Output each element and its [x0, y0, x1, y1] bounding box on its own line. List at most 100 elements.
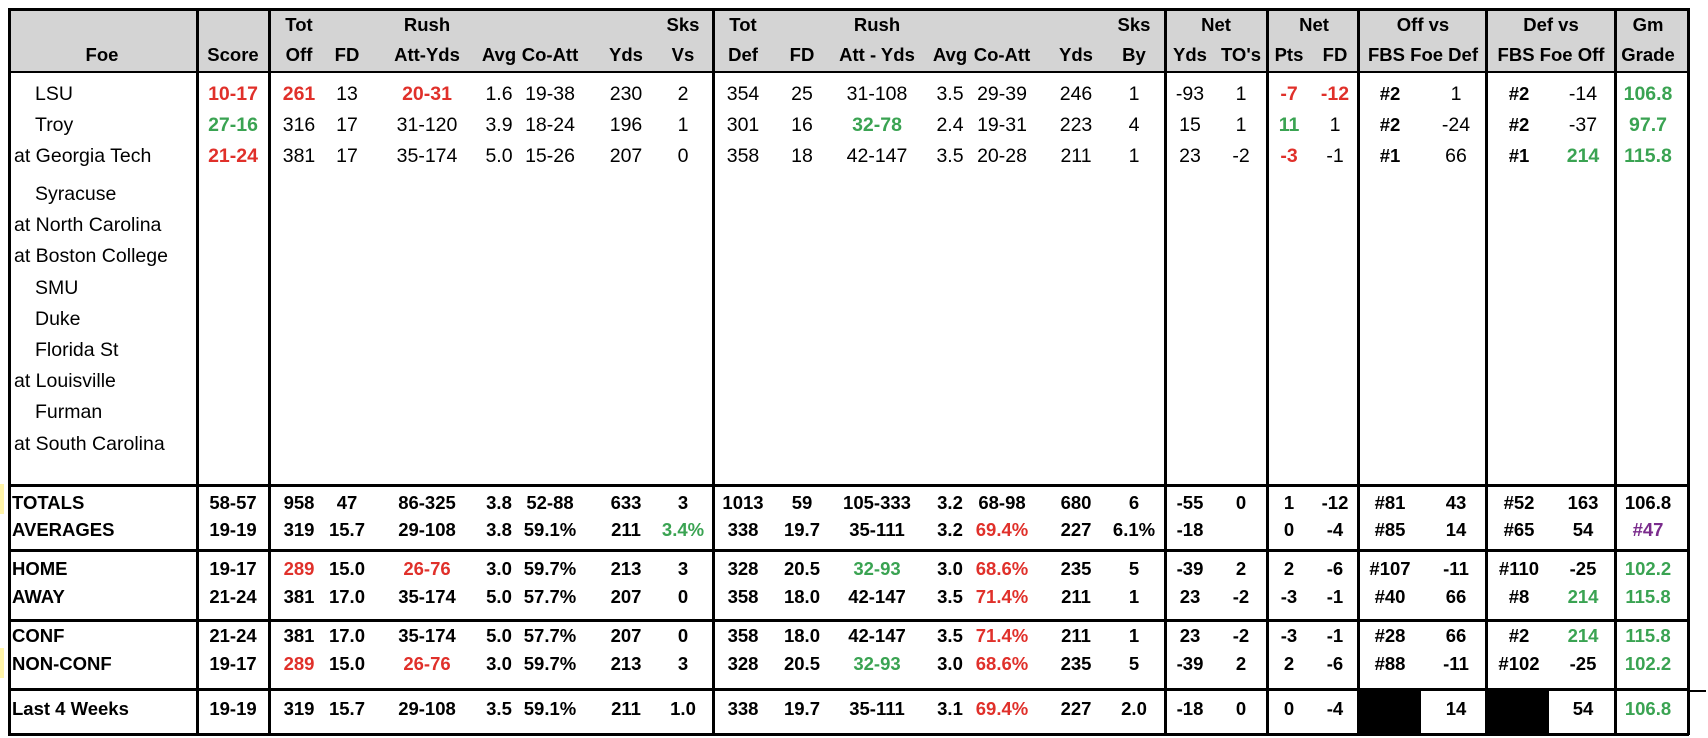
- blank-fill: [1486, 690, 1548, 735]
- summary-fd2: 19.7: [783, 698, 820, 719]
- future-opponent: at South Carolina: [14, 432, 165, 455]
- summary-net-fd: -1: [1326, 625, 1344, 646]
- cell-sks-by: 4: [1128, 114, 1140, 136]
- summary-off-val: 14: [1445, 698, 1467, 719]
- summary-rush: 26-76: [403, 558, 451, 579]
- summary-avg2: 3.1: [937, 698, 963, 719]
- summary-def-val: 54: [1572, 519, 1594, 540]
- cell-net-tos: -2: [1232, 145, 1250, 167]
- summary-avg: 3.8: [486, 492, 512, 513]
- cell-def-rank: #1: [1508, 145, 1530, 166]
- summary-co-att2: 69.4%: [975, 698, 1029, 719]
- summary-tot-off: 381: [283, 586, 315, 607]
- cell-tot-def: 354: [726, 83, 760, 105]
- header-tot-off-2: Off: [285, 44, 313, 65]
- summary-co-att: 59.7%: [523, 653, 577, 674]
- summary-yds2: 235: [1060, 558, 1092, 579]
- cell-rush2: 42-147: [846, 145, 908, 167]
- summary-sks-by: 5: [1128, 558, 1140, 579]
- summary-off-val: 66: [1445, 586, 1467, 607]
- summary-co-att: 59.7%: [523, 558, 577, 579]
- cell-fd: 17: [336, 114, 358, 136]
- header-avg2: Avg: [932, 44, 968, 65]
- cell-off-val: -24: [1441, 114, 1471, 136]
- summary-sks-by: 5: [1128, 653, 1140, 674]
- cell-net-pts: -3: [1280, 145, 1298, 167]
- summary-def-val: 54: [1572, 698, 1594, 719]
- cell-fd2: 25: [791, 83, 813, 105]
- cell-def-rank: #2: [1508, 114, 1530, 135]
- summary-net-yds: -18: [1176, 519, 1204, 540]
- header-net-tos: TO's: [1220, 44, 1262, 65]
- summary-off-rank: #107: [1369, 558, 1411, 579]
- summary-off-rank: #88: [1374, 653, 1406, 674]
- summary-sks-vs: 3.4%: [661, 519, 705, 540]
- header-grade: Grade: [1621, 44, 1675, 65]
- summary-rush2: 105-333: [843, 492, 911, 513]
- summary-net-pts: -3: [1280, 586, 1298, 607]
- header-co-att: Co-Att: [521, 44, 579, 65]
- summary-yds: 213: [610, 653, 642, 674]
- cell-score: 10-17: [208, 83, 258, 105]
- cell-avg2: 3.5: [936, 145, 964, 167]
- cell-rush: 31-120: [396, 114, 458, 136]
- cell-fd2: 18: [791, 145, 813, 167]
- cell-fd2: 16: [791, 114, 813, 136]
- cell-sks-vs: 2: [677, 83, 689, 105]
- header-tot-off-1: Tot: [285, 14, 313, 35]
- summary-tot-def: 338: [727, 698, 759, 719]
- cell-sks-by: 1: [1128, 83, 1140, 105]
- header-sks-vs-1: Sks: [666, 14, 700, 35]
- cell-yds2: 246: [1059, 83, 1093, 105]
- summary-sks-by: 6: [1128, 492, 1140, 513]
- summary-avg: 5.0: [486, 586, 512, 607]
- summary-net-pts: 0: [1283, 698, 1295, 719]
- summary-tot-off: 319: [283, 519, 315, 540]
- summary-fd: 17.0: [328, 586, 365, 607]
- future-opponent: Syracuse: [35, 183, 117, 205]
- summary-net-tos: -2: [1232, 586, 1250, 607]
- header-def-vs-sub: FBS Foe Off: [1497, 44, 1605, 65]
- future-opponent: SMU: [35, 276, 79, 299]
- summary-fd: 15.0: [328, 558, 365, 579]
- cell-co-att2: 29-39: [977, 83, 1027, 105]
- column-divider: [196, 8, 199, 735]
- cell-fd: 17: [336, 145, 358, 167]
- summary-off-val: -11: [1443, 558, 1469, 579]
- summary-co-att2: 68.6%: [975, 653, 1029, 674]
- cell-sks-vs: 0: [677, 145, 689, 167]
- summary-rush2: 32-93: [853, 653, 901, 674]
- cell-def-rank: #2: [1508, 83, 1530, 104]
- header-score: Score: [207, 44, 259, 65]
- cell-tot-off: 381: [282, 145, 316, 167]
- summary-net-fd: -4: [1326, 519, 1344, 540]
- summary-score: 19-19: [209, 698, 257, 719]
- summary-yds: 211: [611, 519, 641, 540]
- cell-co-att: 18-24: [525, 114, 575, 136]
- cell-tot-off: 316: [282, 114, 316, 136]
- cell-sks-vs: 1: [677, 114, 689, 136]
- future-opponent: Furman: [35, 401, 103, 424]
- summary-label: Last 4 Weeks: [12, 698, 129, 719]
- summary-def-rank: #110: [1498, 558, 1540, 579]
- cell-off-val: 1: [1450, 83, 1462, 105]
- summary-off-rank: #85: [1374, 519, 1406, 540]
- foe-name: at Georgia Tech: [14, 145, 152, 167]
- header-def-vs: Def vs: [1523, 14, 1579, 35]
- column-divider: [268, 8, 271, 735]
- cell-def-val: 214: [1566, 145, 1600, 167]
- column-divider: [1614, 8, 1617, 735]
- header-sks-by-1: Sks: [1117, 14, 1151, 35]
- cell-score: 21-24: [208, 145, 258, 167]
- summary-net-fd: -1: [1326, 586, 1344, 607]
- summary-avg2: 3.5: [937, 586, 963, 607]
- summary-fd: 47: [336, 492, 358, 513]
- summary-co-att: 57.7%: [523, 625, 577, 646]
- column-divider: [1357, 8, 1360, 735]
- cell-def-val: -37: [1568, 114, 1598, 136]
- summary-off-rank: #28: [1374, 625, 1406, 646]
- summary-rush: 29-108: [398, 519, 456, 540]
- summary-net-pts: 1: [1283, 492, 1295, 513]
- summary-sks-vs: 3: [677, 558, 689, 579]
- cell-score: 27-16: [208, 114, 258, 136]
